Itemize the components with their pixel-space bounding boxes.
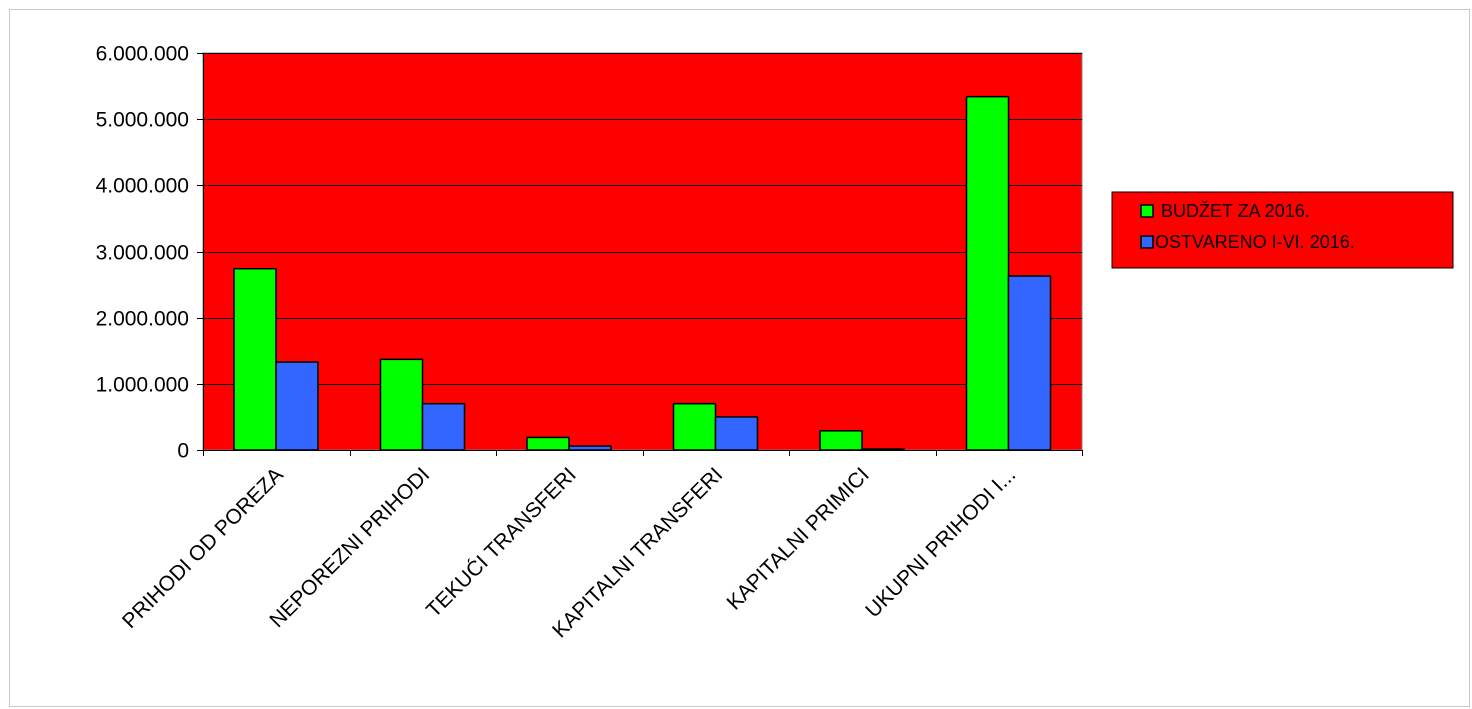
bar: [568, 445, 612, 451]
bar: [819, 430, 863, 451]
y-tick-label: 4.000.000: [96, 175, 189, 198]
y-tick-label: 1.000.000: [96, 374, 189, 397]
legend-swatch: [1140, 204, 1154, 218]
bar: [233, 267, 277, 451]
y-tick-label: 6.000.000: [96, 43, 189, 66]
bar: [275, 361, 319, 451]
legend-swatch: [1140, 235, 1154, 249]
bar: [526, 436, 570, 451]
plot-area: [202, 52, 1083, 451]
legend-label: BUDŽET ZA 2016.: [1161, 201, 1310, 221]
bar: [1007, 275, 1052, 451]
legend-label: OSTVARENO I-VI. 2016.: [1155, 232, 1355, 252]
bar: [421, 402, 466, 451]
x-tick-label: PRIHODI OD POREZA: [118, 463, 288, 633]
legend-box: [1111, 191, 1454, 269]
x-tick-label: NEPOREZNI PRIHODI: [265, 463, 434, 632]
bar: [379, 358, 424, 451]
x-tick-label: TEKUĆI TRANSFERI: [422, 463, 581, 622]
bar: [965, 95, 1010, 451]
x-tick-label: KAPITALNI TRANSFERI: [548, 463, 727, 642]
x-tick-label: UKUPNI PRIHODI I...: [861, 463, 1020, 622]
bar: [861, 448, 905, 451]
legend: BUDŽET ZA 2016. OSTVARENO I-VI. 2016.: [1111, 191, 1454, 269]
bar: [714, 416, 759, 451]
y-tick-label: 3.000.000: [96, 242, 189, 265]
y-tick-label: 2.000.000: [96, 308, 189, 331]
bar: [672, 402, 717, 451]
y-tick-label: 0: [177, 440, 189, 463]
y-tick-label: 5.000.000: [96, 109, 189, 132]
x-tick-label: KAPITALNI PRIMICI: [722, 463, 873, 614]
